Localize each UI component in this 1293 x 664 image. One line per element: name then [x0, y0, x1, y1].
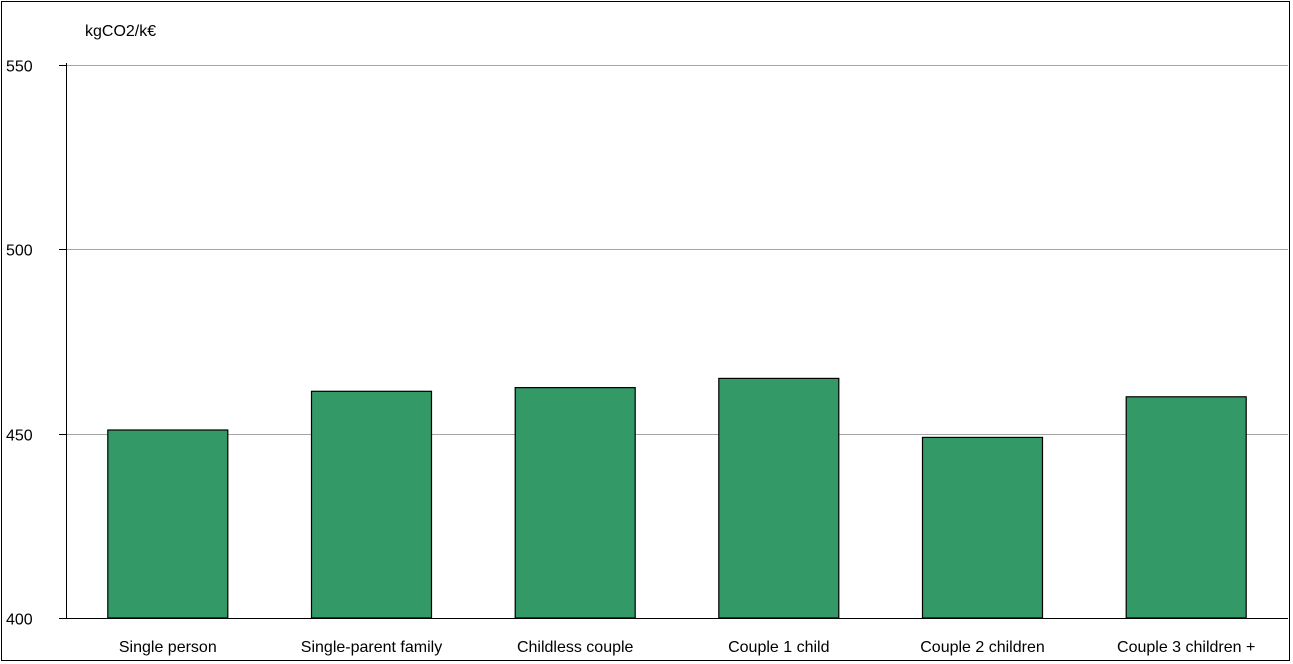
x-tick-label: Couple 2 children	[920, 639, 1045, 656]
x-tick-label: Childless couple	[517, 639, 634, 656]
bar-6	[1125, 396, 1247, 619]
y-tick-labels: 400 450 500 550	[6, 59, 33, 629]
axes	[59, 63, 1288, 619]
x-tick-label: Single-parent family	[301, 639, 442, 656]
bars	[107, 377, 1247, 619]
y-tick-label: 550	[6, 59, 33, 76]
bar-5	[921, 436, 1044, 619]
bar-1	[107, 429, 229, 619]
x-tick-label: Couple 3 children +	[1117, 639, 1255, 656]
bar-4	[718, 377, 840, 619]
x-tick-label: Single person	[119, 639, 217, 656]
x-tick-labels: Single person Single-parent family Childle…	[119, 639, 1255, 656]
y-tick-label: 500	[6, 243, 33, 260]
y-tick-label: 450	[6, 428, 33, 445]
gridlines	[66, 65, 1288, 435]
y-tick-label: 400	[6, 612, 33, 629]
bar-3	[514, 387, 636, 619]
bar-2	[310, 390, 433, 619]
x-tick-label: Couple 1 child	[728, 639, 829, 656]
y-unit-label: kgCO2/k€	[85, 23, 156, 40]
